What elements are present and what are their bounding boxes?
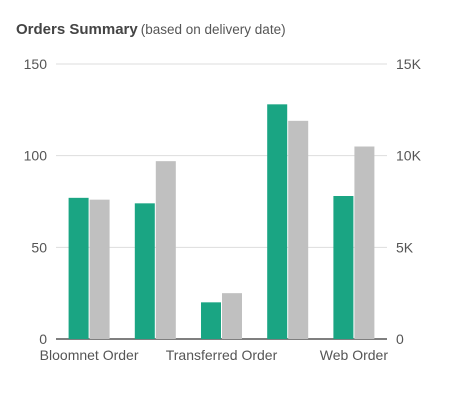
bar-series-2 (288, 120, 309, 339)
bar-series-2 (89, 199, 110, 339)
bar-series-1 (134, 203, 155, 339)
x-category-label: Bloomnet Order (40, 347, 139, 363)
bar-series-2 (222, 293, 242, 339)
y-left-tick-label: 100 (24, 148, 48, 164)
bar-series-2 (155, 161, 176, 339)
bar-series-1 (333, 196, 354, 339)
y-right-tick-label: 15K (396, 56, 422, 72)
bar-series-1 (267, 104, 288, 339)
chart-subtitle: (based on delivery date) (140, 22, 286, 37)
y-right-tick-label: 0 (396, 331, 404, 347)
bar-series-1 (201, 302, 221, 339)
bar-series-1 (68, 197, 89, 339)
bar-series-2 (354, 146, 375, 339)
x-category-label: Transferred Order (166, 347, 278, 363)
y-right-tick-label: 5K (396, 239, 414, 255)
y-left-tick-label: 150 (24, 56, 48, 72)
y-left-tick-label: 0 (39, 331, 47, 347)
y-left-tick-label: 50 (31, 239, 47, 255)
x-category-label: Web Order (320, 347, 389, 363)
chart-header: Orders Summary (based on delivery date) (16, 21, 286, 39)
y-right-tick-label: 10K (396, 148, 422, 164)
chart-title: Orders Summary (16, 21, 138, 38)
